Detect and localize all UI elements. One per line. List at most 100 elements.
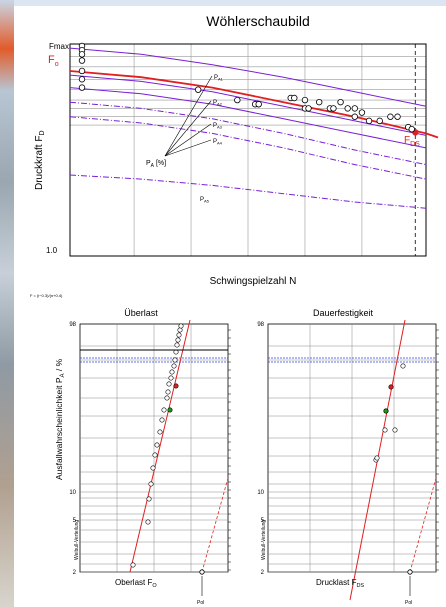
pa-leader-line	[164, 75, 213, 157]
panel-pol-dashed-line	[201, 477, 229, 573]
woehler-series-line-p-a5	[69, 116, 427, 180]
panel-data-point	[154, 442, 160, 448]
woehler-data-point	[78, 67, 86, 75]
panel-data-point	[173, 383, 179, 389]
panel-data-point	[146, 496, 152, 502]
woehler-curve-label: PA4	[213, 139, 223, 146]
panel-data-point	[383, 408, 389, 414]
panel-y-tick: 10	[257, 490, 264, 496]
woehler-data-point	[194, 86, 202, 93]
panel-data-point	[400, 363, 406, 369]
woehler-curve-label-main: P	[213, 123, 217, 129]
panel-data-point	[166, 381, 172, 387]
panel-data-point	[164, 395, 170, 401]
fds-label: FDS	[404, 135, 420, 148]
panel-data-point	[175, 337, 181, 343]
woehler-data-point	[291, 94, 298, 102]
panel-y-tick: 98	[69, 322, 76, 328]
panel-data-point	[178, 323, 184, 329]
chart-title: Wöhlerschaubild	[206, 13, 310, 29]
woehler-data-point	[305, 105, 312, 112]
woehler-points	[78, 42, 415, 133]
window-top-strip	[0, 0, 446, 6]
pa-label: PA [%]	[146, 160, 166, 169]
pol-marker	[407, 569, 413, 575]
woehler-curve-label-main: P	[214, 75, 218, 81]
panel-fit-line	[129, 319, 191, 573]
woehler-curve-label: PA1	[214, 75, 224, 82]
woehler-curve-label: PA5	[200, 197, 210, 204]
woehler-curve-label-main: P	[213, 139, 217, 145]
woehler-data-point	[351, 113, 358, 120]
panel-right-weibull: Weibull-Verteilung	[261, 520, 267, 560]
pa-leader-line	[164, 123, 212, 157]
woehler-data-point	[78, 84, 86, 91]
pol-marker	[199, 569, 205, 575]
woehler-curve-label: PA3	[213, 123, 223, 130]
woehler-data-point	[78, 57, 86, 64]
panel-data-point	[388, 384, 394, 390]
panel-y-tick: 2	[73, 570, 77, 576]
woehler-data-point	[337, 98, 344, 106]
woehler-x-axis-label: Schwingspielzahl N	[210, 276, 297, 287]
pa-leader-line	[164, 139, 212, 157]
woehler-data-point	[234, 96, 241, 104]
panel-data-point	[165, 389, 171, 395]
woehler-series-line-p-a4	[69, 101, 427, 166]
panel-data-point	[172, 357, 178, 363]
panel-data-point	[374, 455, 380, 461]
woehler-curve-label-sub: A5	[204, 199, 210, 204]
panel-data-point	[167, 407, 173, 413]
woehler-plot-frame	[69, 43, 427, 257]
panel-data-point	[177, 327, 183, 333]
woehler-data-point	[255, 101, 262, 108]
woehler-data-point	[316, 98, 323, 106]
panel-y-tick: 5	[261, 518, 265, 524]
panel-data-point	[168, 375, 174, 381]
panel-data-point	[161, 407, 167, 413]
woehler-curve-label-main: P	[213, 100, 217, 106]
panel-data-point	[159, 417, 165, 423]
woehler-curve-label-main: P	[200, 197, 204, 203]
panel-left-title: Überlast	[124, 308, 158, 318]
panel-data-point	[145, 519, 151, 525]
left-photo-strip-fill	[0, 0, 14, 607]
panel-data-point	[157, 429, 163, 435]
woehler-series-line-p-a2	[69, 74, 427, 136]
fmax-label: Fmax	[49, 42, 69, 51]
fo-label: Fo	[48, 54, 59, 68]
woehler-curve-label-sub: A1	[218, 77, 224, 82]
pa-leader-line	[164, 100, 212, 157]
formula: F = (i−0.3)/(n+0.4)	[30, 293, 63, 298]
woehler-y-axis-label: Druckkraft FD	[34, 130, 46, 190]
woehler-data-point	[408, 125, 415, 133]
woehler-curves	[69, 47, 439, 209]
panel-data-point	[176, 332, 182, 338]
panel-y-tick: 10	[69, 490, 76, 496]
panel-y-tick: 2	[261, 570, 265, 576]
panel-right-title: Dauerfestigkeit	[313, 308, 374, 318]
panel-dauerfestigkeit: 98 10 5 2	[257, 319, 439, 601]
y-tick-1: 1.0	[46, 246, 58, 255]
panel-left-x-axis-label: Oberlast FO	[115, 578, 157, 589]
woehler-data-point	[330, 105, 337, 112]
woehler-data-point	[376, 117, 383, 125]
panel-y-tick: 98	[257, 322, 264, 328]
panel-data-point	[174, 342, 180, 348]
panel-ueberlast: 98 10 5 2	[69, 319, 231, 596]
panel-data-point	[148, 481, 154, 487]
woehler-grid	[70, 44, 426, 256]
panel-left-pol: Pol	[197, 600, 204, 606]
woehler-data-point	[387, 113, 394, 120]
panel-data-point	[150, 465, 156, 471]
panel-data-point	[130, 562, 136, 568]
woehler-data-point	[351, 105, 358, 112]
panel-right-pol: Pol	[405, 600, 412, 606]
woehler-data-point	[78, 76, 86, 83]
fds-extension-line	[425, 132, 439, 139]
panel-data-point	[392, 427, 398, 433]
woehler-data-point	[344, 105, 351, 112]
